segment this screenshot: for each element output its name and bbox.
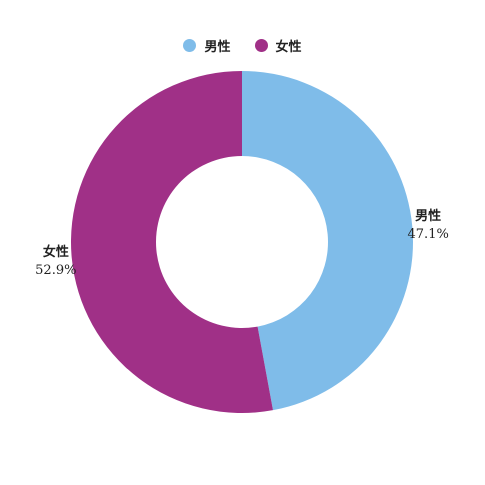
legend-label-female: 女性 [275, 40, 302, 55]
legend-label-male: 男性 [204, 40, 231, 55]
donut-slice-female[interactable] [71, 71, 273, 413]
legend-item-male[interactable]: 男性 [183, 36, 231, 55]
slice-label-male: 男性 [415, 208, 441, 224]
slice-value-male: 47.1% [408, 227, 449, 242]
legend-item-female[interactable]: 女性 [254, 36, 302, 55]
donut-slice-male[interactable] [242, 71, 413, 411]
legend-swatch-female [254, 39, 268, 52]
slice-label-female: 女性 [43, 244, 69, 260]
slice-value-female: 52.9% [35, 263, 76, 278]
chart-legend: 男性 女性 [0, 36, 485, 55]
legend-swatch-male [183, 39, 197, 52]
